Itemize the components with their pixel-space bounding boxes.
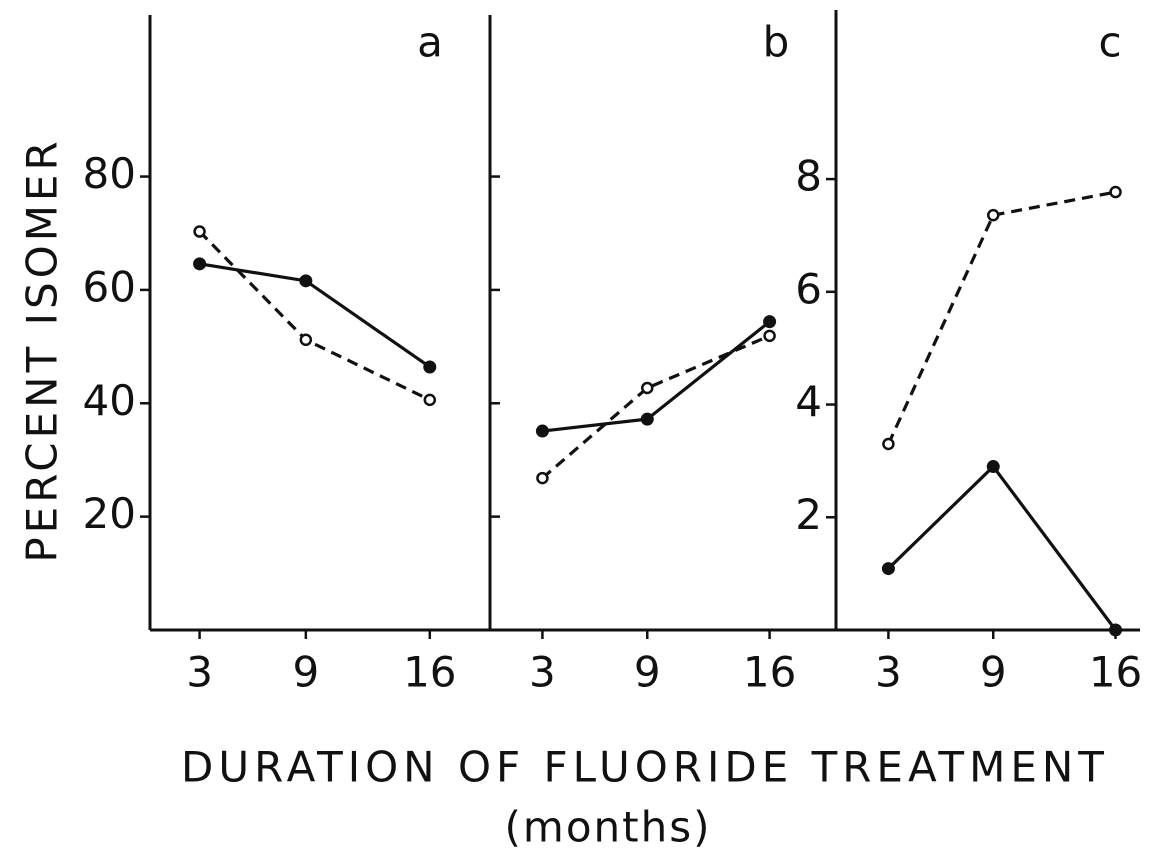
x-tick-label: 3 — [529, 648, 556, 697]
x-tick-label: 9 — [980, 648, 1007, 697]
series-line — [886, 190, 1116, 445]
data-point — [193, 257, 207, 271]
x-tick-label: 9 — [634, 648, 661, 697]
x-axis-unit: (months) — [505, 803, 712, 852]
data-point — [193, 225, 206, 238]
data-point — [640, 412, 654, 426]
x-axis-label: DURATION OF FLUORIDE TREATMENT — [181, 743, 1109, 792]
data-point — [763, 329, 776, 343]
x-tick-label: 16 — [1089, 648, 1142, 697]
data-point — [986, 460, 1000, 474]
x-tick-label: 9 — [292, 648, 319, 697]
data-point — [423, 393, 437, 407]
y-tick-label: 80 — [83, 149, 136, 198]
data-point — [423, 360, 437, 374]
data-point — [986, 208, 1000, 222]
y-tick-label: 8 — [795, 152, 822, 201]
x-tick-label: 16 — [743, 648, 796, 697]
data-point — [299, 274, 313, 288]
data-point — [763, 315, 777, 329]
data-point — [882, 437, 895, 451]
series-line — [199, 262, 431, 369]
y-tick-label: 60 — [83, 262, 136, 311]
data-point — [1109, 185, 1122, 199]
y-tick-label: 20 — [83, 489, 136, 538]
y-tick-label: 4 — [795, 377, 822, 426]
series-line — [541, 334, 771, 480]
data-point — [536, 471, 549, 485]
y-tick-label: 2 — [795, 490, 822, 539]
data-point — [535, 424, 549, 438]
panel-label: a — [417, 18, 443, 67]
x-tick-label: 16 — [403, 648, 456, 697]
panel-label: b — [763, 18, 790, 67]
y-tick-label: 40 — [83, 376, 136, 425]
y-tick-label: 6 — [795, 264, 822, 313]
data-point — [881, 562, 895, 576]
data-point — [641, 381, 654, 395]
data-point — [1109, 623, 1123, 637]
x-tick-label: 3 — [875, 648, 902, 697]
series-line — [198, 230, 431, 402]
y-axis-label: PERCENT ISOMER — [18, 137, 67, 562]
panel-label: c — [1098, 18, 1121, 67]
x-tick-label: 3 — [186, 648, 213, 697]
series-line — [542, 320, 771, 433]
series-line — [887, 464, 1117, 631]
data-point — [299, 333, 313, 347]
